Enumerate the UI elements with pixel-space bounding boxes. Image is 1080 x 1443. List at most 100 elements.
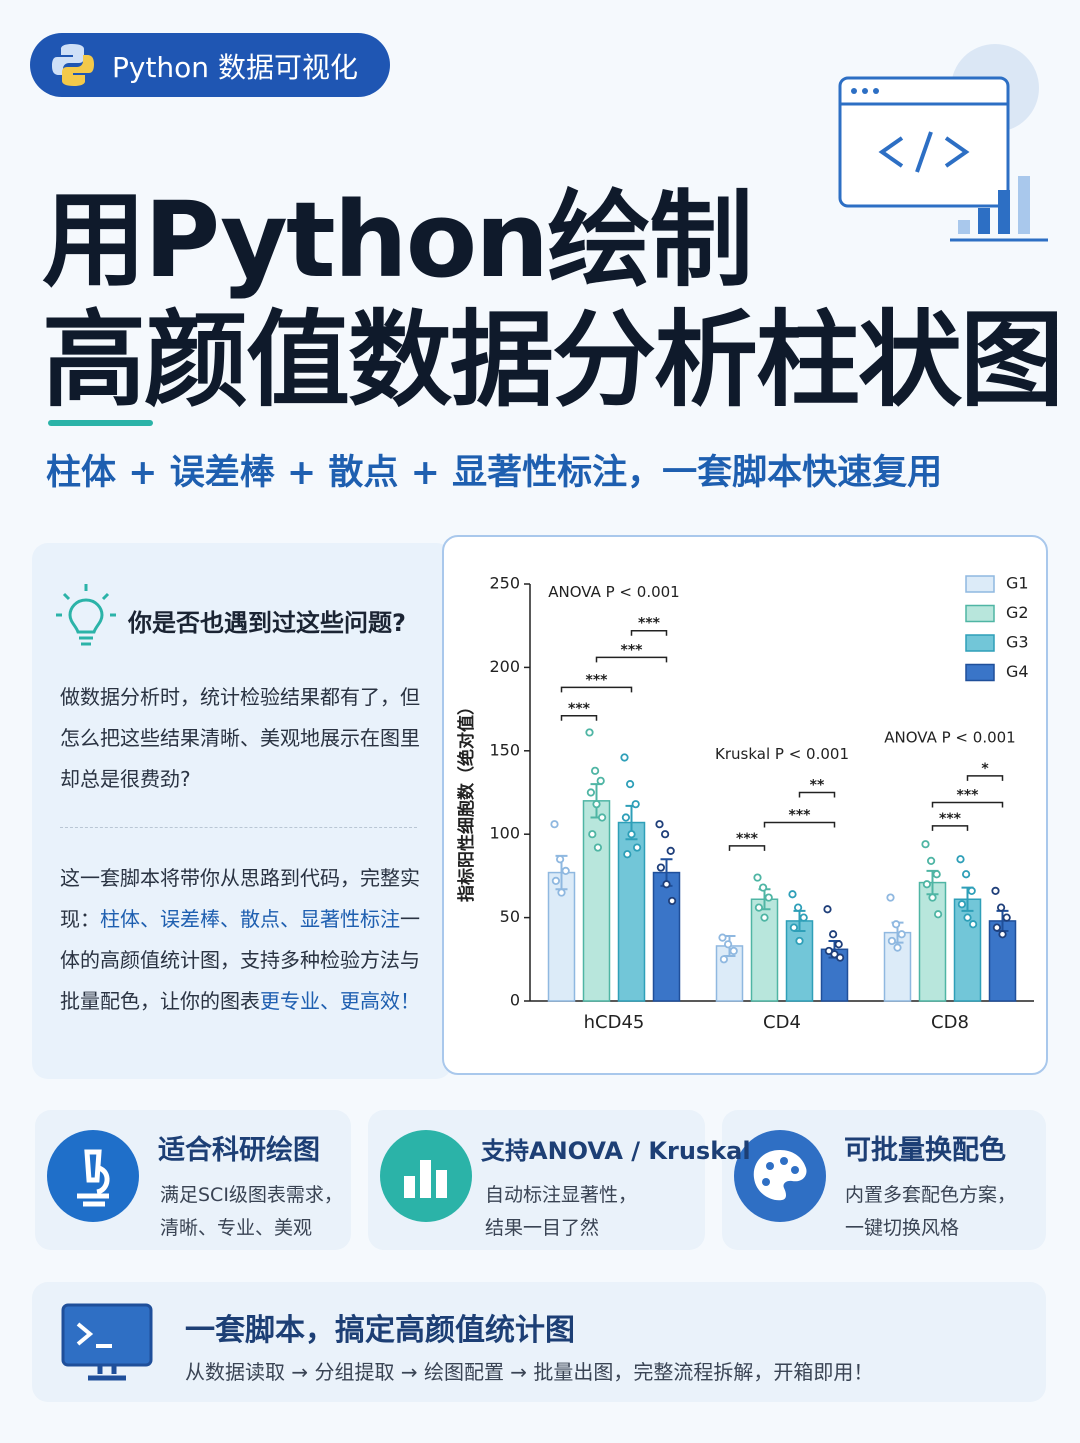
significance-label: ** bbox=[810, 778, 825, 794]
feature-title: 支持ANOVA / Kruskal bbox=[481, 1137, 751, 1165]
scatter-point bbox=[557, 888, 566, 897]
scatter-point bbox=[789, 923, 798, 932]
significance-label: *** bbox=[736, 831, 759, 847]
significance-bracket bbox=[966, 775, 1004, 781]
legend-label: G2 bbox=[1006, 603, 1029, 622]
significance-bracket bbox=[560, 715, 598, 721]
feature-line: 内置多套配色方案， bbox=[845, 1184, 1017, 1206]
title-line: 用Python绘制 bbox=[42, 179, 753, 301]
footer-card bbox=[32, 1282, 1046, 1402]
significance-bracket bbox=[728, 845, 766, 851]
scatter-point bbox=[598, 813, 607, 822]
title-line: 高颜值数据分析柱状图 bbox=[42, 299, 1064, 421]
scatter-point bbox=[655, 820, 664, 829]
scatter-point bbox=[662, 880, 671, 889]
scatter-point bbox=[754, 903, 763, 912]
code-illustration bbox=[838, 44, 1048, 242]
scatter-point bbox=[591, 766, 600, 775]
significance-label: *** bbox=[957, 788, 980, 804]
bar bbox=[652, 871, 681, 1002]
scatter-point bbox=[1002, 913, 1011, 922]
palette-icon bbox=[734, 1130, 826, 1222]
scatter-point bbox=[998, 930, 1007, 939]
significance-label: *** bbox=[939, 811, 962, 827]
scatter-point bbox=[588, 830, 597, 839]
scatter-point bbox=[893, 943, 902, 952]
feature-line: 满足SCI级图表需求， bbox=[160, 1184, 343, 1206]
scatter-point bbox=[627, 830, 636, 839]
scatter-point bbox=[621, 813, 630, 822]
scatter-point bbox=[922, 880, 931, 889]
scatter-point bbox=[593, 843, 602, 852]
scatter-point bbox=[928, 893, 937, 902]
scatter-point bbox=[956, 855, 965, 864]
scatter-point bbox=[764, 893, 773, 902]
significance-bracket bbox=[798, 791, 836, 798]
scatter-point bbox=[967, 886, 976, 896]
y-tick-label: 250 bbox=[489, 574, 520, 593]
scatter-point bbox=[631, 800, 640, 809]
significance-label: *** bbox=[621, 642, 644, 658]
test-label: ANOVA P < 0.001 bbox=[548, 583, 679, 601]
scatter-point bbox=[828, 930, 838, 939]
scatter-point bbox=[961, 870, 971, 879]
significance-bracket bbox=[595, 656, 668, 663]
chart-icon bbox=[380, 1130, 472, 1222]
scatter-point bbox=[921, 840, 930, 849]
scatter-point bbox=[592, 800, 601, 809]
scatter-point bbox=[758, 883, 768, 892]
scatter-point bbox=[968, 920, 978, 929]
scatter-point bbox=[824, 946, 833, 956]
scatter-point bbox=[996, 903, 1006, 912]
scatter-point bbox=[991, 886, 1000, 896]
highlight: 更专业、更高效！ bbox=[260, 989, 420, 1013]
significance-bracket bbox=[560, 686, 633, 693]
microscope-icon bbox=[47, 1130, 139, 1222]
scatter-point bbox=[891, 920, 901, 929]
scatter-point bbox=[661, 830, 670, 839]
significance-label: *** bbox=[638, 616, 661, 632]
scatter-point bbox=[668, 896, 677, 906]
x-tick-label: CD8 bbox=[931, 1012, 969, 1033]
scatter-point bbox=[795, 936, 804, 946]
scatter-point bbox=[556, 855, 565, 864]
feature-line: 清晰、专业、美观 bbox=[160, 1217, 313, 1239]
badge-text: Python 数据可视化 bbox=[112, 51, 358, 84]
panel-paragraph: 这一套脚本将带你从思路到代码，完整实现：柱体、误差棒、散点、显著性标注一体的高颜… bbox=[60, 858, 428, 1022]
scatter-point bbox=[718, 933, 727, 942]
scatter-point bbox=[723, 940, 733, 949]
scatter-point bbox=[897, 930, 906, 939]
python-logo bbox=[52, 44, 94, 86]
scatter-point bbox=[830, 950, 839, 959]
scatter-point bbox=[550, 820, 559, 829]
scatter-point bbox=[585, 728, 594, 737]
significance-label: *** bbox=[586, 672, 609, 688]
test-label: Kruskal P < 0.001 bbox=[715, 745, 849, 763]
subtitle: 柱体 + 误差棒 + 散点 + 显著性标注，一套脚本快速复用 bbox=[46, 453, 943, 493]
significance-label: *** bbox=[789, 808, 812, 824]
panel-heading: 你是否也遇到过这些问题? bbox=[128, 609, 406, 637]
scatter-point bbox=[788, 890, 797, 899]
scatter-point bbox=[823, 905, 832, 914]
feature-title: 可批量换配色 bbox=[844, 1135, 1006, 1166]
scatter-point bbox=[586, 788, 595, 797]
significance-label: * bbox=[981, 761, 989, 777]
divider bbox=[60, 827, 417, 828]
y-axis-label: 指标阳性细胞数（绝对值） bbox=[456, 698, 477, 902]
feature-line: 一键切换风格 bbox=[845, 1217, 960, 1239]
scatter-point bbox=[793, 903, 803, 912]
scatter-point bbox=[551, 876, 561, 886]
legend-label: G1 bbox=[1006, 574, 1029, 593]
scatter-point bbox=[799, 913, 808, 922]
significance-bracket bbox=[630, 629, 668, 636]
scatter-point bbox=[933, 910, 943, 919]
y-tick-label: 50 bbox=[500, 907, 520, 926]
terminal-icon bbox=[61, 1303, 153, 1381]
scatter-point bbox=[887, 936, 896, 946]
scatter-point bbox=[561, 866, 570, 875]
scatter-point bbox=[623, 850, 632, 859]
scatter-point bbox=[656, 863, 665, 872]
significance-bracket bbox=[931, 825, 969, 831]
significance-label: *** bbox=[568, 701, 591, 717]
